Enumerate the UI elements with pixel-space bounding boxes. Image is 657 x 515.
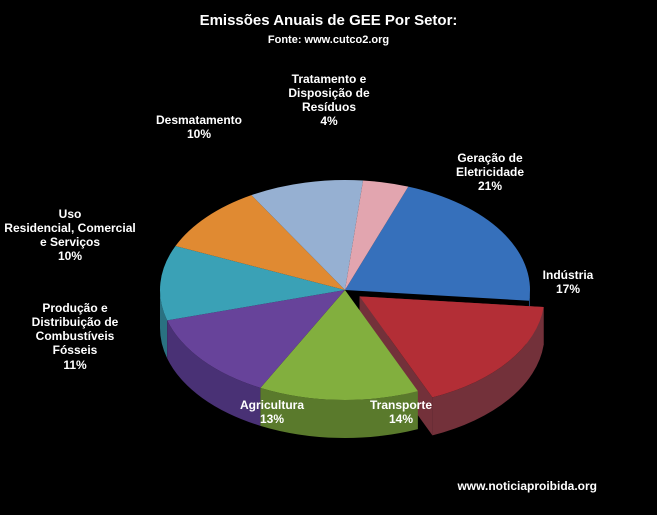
slice-label-line: e Serviços <box>4 235 135 249</box>
slice-label-line: Agricultura <box>240 398 304 412</box>
slice-label-line: 13% <box>240 412 304 426</box>
slice-label: Geração deEletricidade21% <box>456 151 524 193</box>
slice-label-line: 14% <box>370 412 432 426</box>
slice-label: Desmatamento10% <box>156 113 242 141</box>
slice-label-line: 21% <box>456 179 524 193</box>
slice-label: Produção eDistribuição deCombustíveisFós… <box>32 301 119 372</box>
slice-label-line: Residencial, Comercial <box>4 221 135 235</box>
slice-label-line: Geração de <box>456 151 524 165</box>
slice-label-line: 17% <box>543 282 594 296</box>
slice-label-line: Combustíveis <box>32 329 119 343</box>
slice-label: Agricultura13% <box>240 398 304 426</box>
slice-label-line: Distribuição de <box>32 315 119 329</box>
slice-label-line: 11% <box>32 358 119 372</box>
slice-label-line: Resíduos <box>288 100 369 114</box>
chart-title: Emissões Anuais de GEE Por Setor: <box>0 12 657 29</box>
slice-label: UsoResidencial, Comerciale Serviços10% <box>4 207 135 264</box>
slice-label-line: 4% <box>288 114 369 128</box>
slice-label-line: Fósseis <box>32 343 119 357</box>
chart-container: Emissões Anuais de GEE Por Setor: Fonte:… <box>0 0 657 515</box>
slice-label-line: Desmatamento <box>156 113 242 127</box>
slice-label: Transporte14% <box>370 398 432 426</box>
slice-label-line: Tratamento e <box>288 72 369 86</box>
slice-label: Indústria17% <box>543 268 594 296</box>
slice-label-line: Indústria <box>543 268 594 282</box>
slice-label-line: Transporte <box>370 398 432 412</box>
slice-label: Tratamento eDisposição deResíduos4% <box>288 72 369 129</box>
slice-label-line: 10% <box>156 127 242 141</box>
slice-label-line: Disposição de <box>288 86 369 100</box>
slice-label-line: Produção e <box>32 301 119 315</box>
slice-label-line: Eletricidade <box>456 165 524 179</box>
slice-label-line: Uso <box>4 207 135 221</box>
footer-link: www.noticiaproibida.org <box>457 479 597 493</box>
chart-subtitle: Fonte: www.cutco2.org <box>0 34 657 46</box>
slice-label-line: 10% <box>4 249 135 263</box>
